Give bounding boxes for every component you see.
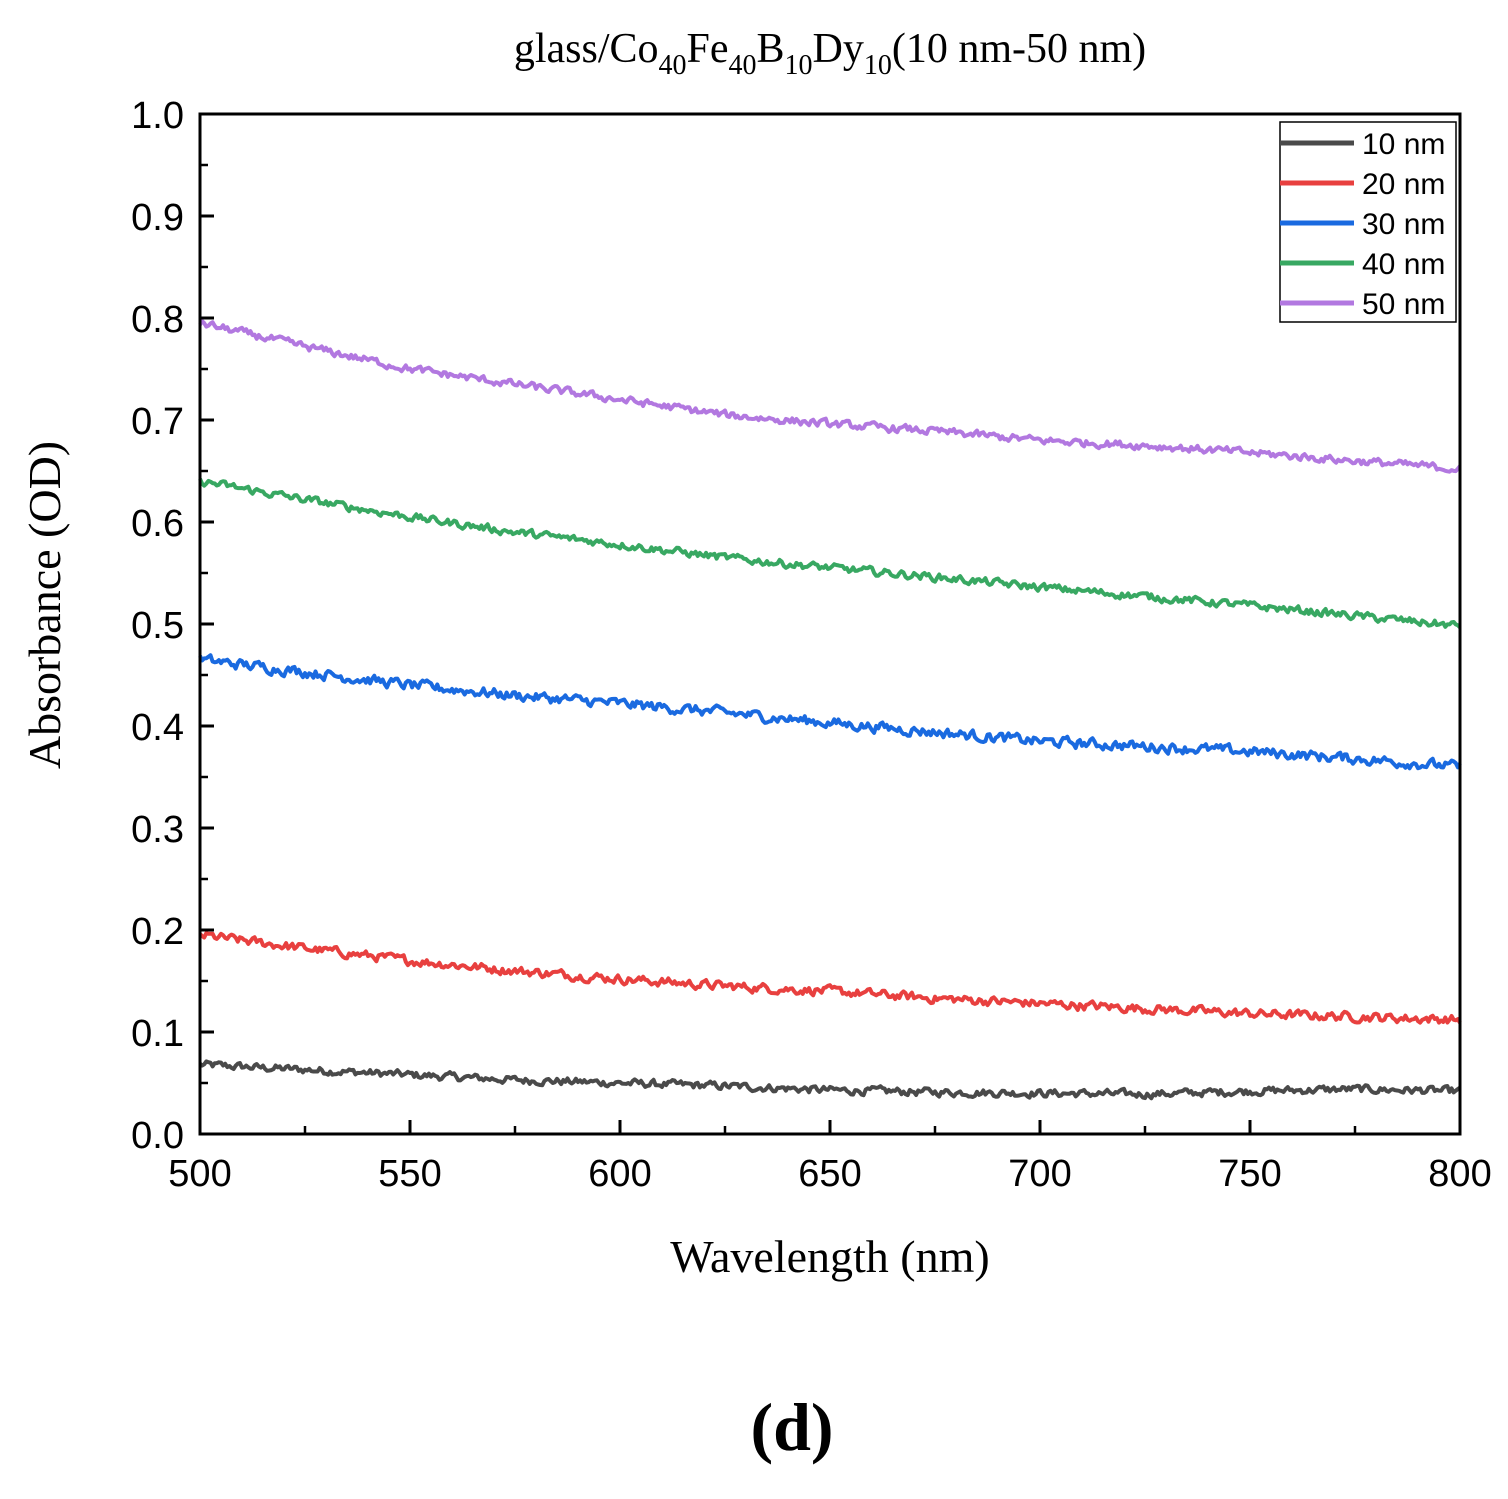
y-tick-label: 0.6 [131, 503, 184, 545]
x-tick-label: 800 [1428, 1153, 1491, 1195]
legend-label: 40 nm [1362, 248, 1445, 281]
title-prefix: glass/Co [514, 26, 659, 72]
y-tick-label: 0.2 [131, 911, 184, 953]
title-dy: Dy [813, 26, 864, 72]
series-line-1 [198, 1059, 1462, 1101]
y-tick-label: 0.1 [131, 1013, 184, 1055]
legend: 10 nm 20 nm 30 nm 40 nm 50 nm [1279, 121, 1457, 323]
y-tick-label: 0.7 [131, 401, 184, 443]
y-tick-label: 1.0 [131, 95, 184, 137]
series-lines [198, 319, 1462, 1101]
series-line-4 [198, 478, 1462, 629]
x-tick-label: 500 [168, 1153, 231, 1195]
chart-title: glass/Co40Fe40B10Dy10(10 nm-50 nm) [514, 26, 1146, 81]
title-b-sub: 10 [785, 50, 813, 81]
y-axis-label: Absorbance (OD) [19, 441, 70, 769]
plot-frame [198, 112, 1462, 1136]
y-tick-label: 0.4 [131, 707, 184, 749]
axis-ticks: 500 550 600 650 700 750 800 0.0 0.1 0.2 0.3 0.4 0.5 0… [131, 95, 1492, 1195]
title-fe-sub: 40 [729, 50, 757, 81]
series-line-3 [198, 653, 1462, 771]
x-tick-label: 550 [378, 1153, 441, 1195]
title-suffix: (10 nm-50 nm) [892, 26, 1146, 72]
title-co-sub: 40 [659, 50, 687, 81]
title-dy-sub: 10 [864, 50, 892, 81]
x-tick-label: 700 [1008, 1153, 1071, 1195]
y-tick-label: 0.8 [131, 299, 184, 341]
legend-label: 20 nm [1362, 168, 1445, 201]
panel-label: (d) [750, 1389, 833, 1465]
legend-label: 10 nm [1362, 128, 1445, 161]
y-tick-label: 0.9 [131, 197, 184, 239]
y-tick-label: 0.5 [131, 605, 184, 647]
title-b: B [757, 26, 785, 72]
x-axis-label: Wavelength (nm) [670, 1231, 989, 1282]
y-tick-label: 0.3 [131, 809, 184, 851]
x-tick-label: 600 [588, 1153, 651, 1195]
x-tick-label: 650 [798, 1153, 861, 1195]
series-line-2 [198, 931, 1462, 1025]
legend-label: 50 nm [1362, 288, 1445, 321]
series-line-5 [198, 319, 1462, 474]
legend-label: 30 nm [1362, 208, 1445, 241]
y-tick-label: 0.0 [131, 1115, 184, 1157]
title-fe: Fe [687, 26, 729, 72]
x-tick-label: 750 [1218, 1153, 1281, 1195]
